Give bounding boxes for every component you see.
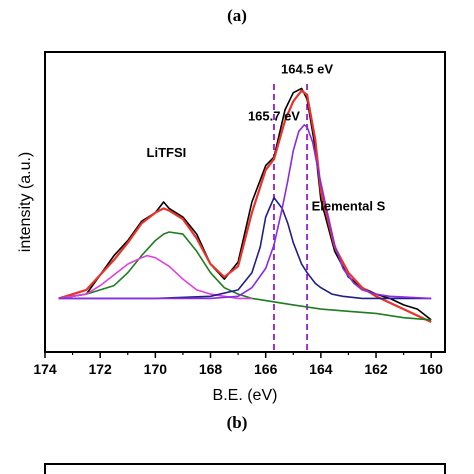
series-line-3: [58, 254, 252, 300]
panel-label-b: (b): [227, 413, 248, 432]
series-line-1: [58, 89, 432, 323]
x-axis-title: B.E. (eV): [213, 387, 278, 404]
series-group: [58, 87, 432, 323]
x-tick-label-2: 170: [144, 361, 168, 377]
annotation-1: 165.7 eV: [248, 109, 300, 124]
annotation-2: LiTFSI: [147, 145, 187, 160]
x-tick-label-0: 174: [33, 361, 57, 377]
panel-b-frame: [44, 463, 446, 474]
x-tick-label-6: 162: [364, 361, 388, 377]
x-tick-label-1: 172: [88, 361, 112, 377]
plot-frame: [44, 51, 446, 353]
x-tick-label-3: 168: [199, 361, 223, 377]
panel-label-a: (a): [227, 6, 247, 25]
annotation-3: Elemental S: [312, 199, 386, 214]
x-tick-label-4: 166: [254, 361, 278, 377]
annotations: 164.5 eV 165.7 eV LiTFSI Elemental S: [147, 61, 386, 213]
x-tick-label-5: 164: [309, 361, 333, 377]
y-axis-title: intensity (a.u.): [17, 152, 34, 252]
series-line-5: [58, 124, 432, 300]
x-axis-ticks: 174 172 170 168 166 164 162 160: [33, 352, 443, 377]
annotation-0: 164.5 eV: [281, 61, 333, 76]
x-tick-label-7: 160: [420, 361, 444, 377]
reference-lines: [272, 80, 309, 350]
series-line-4: [58, 196, 432, 300]
series-line-2: [58, 231, 432, 321]
